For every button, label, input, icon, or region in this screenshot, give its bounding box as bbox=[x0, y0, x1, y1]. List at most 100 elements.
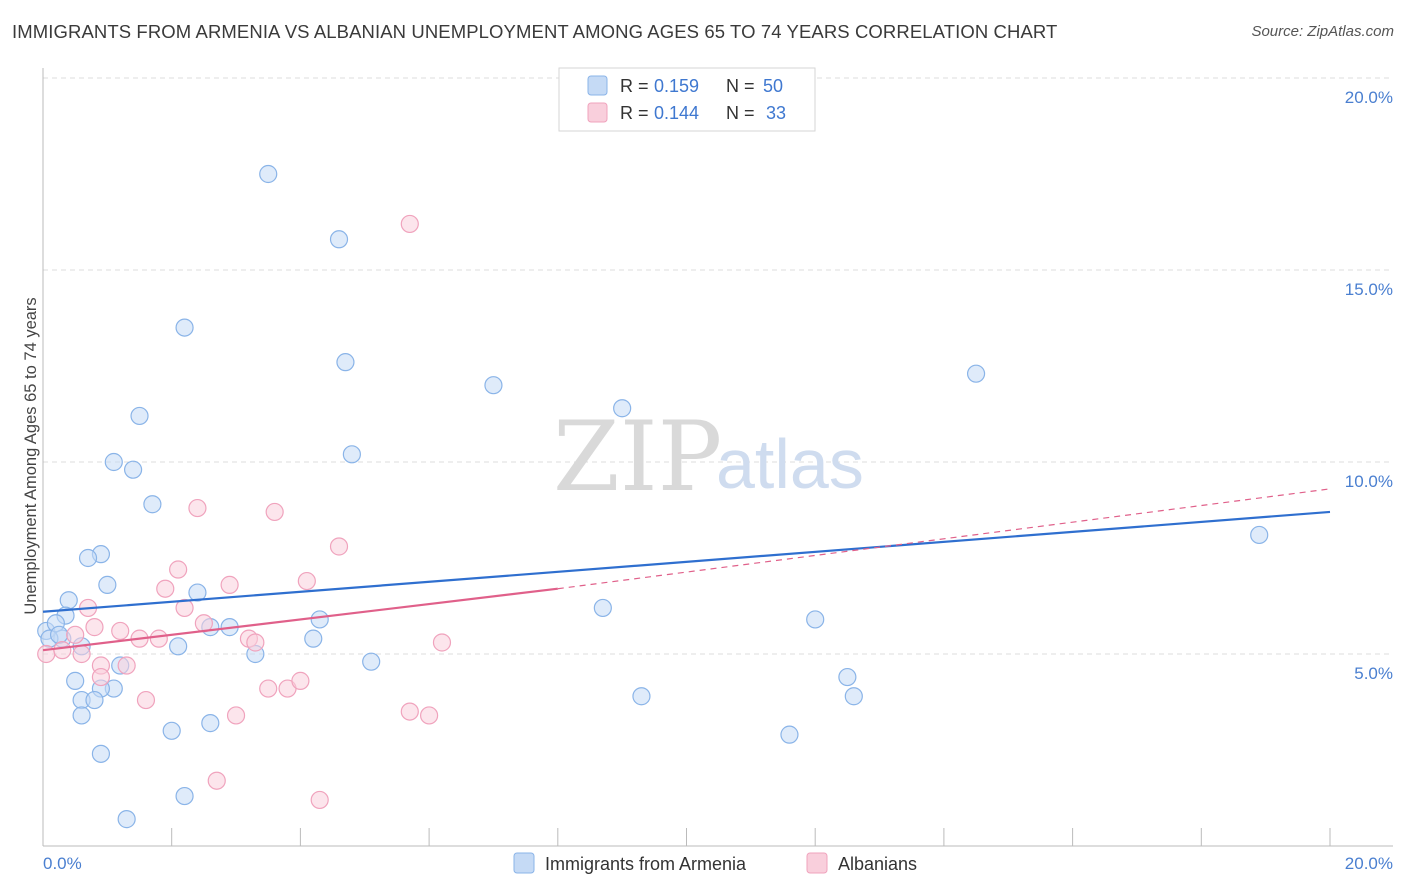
albanians-point-12 bbox=[111, 621, 130, 641]
albanians-point-30 bbox=[420, 706, 439, 725]
watermark-zip: ZIP bbox=[553, 401, 722, 513]
y-axis-title: Unemployment Among Ages 65 to 74 years bbox=[22, 297, 40, 614]
legend-r-label-albanians: R = bbox=[620, 103, 649, 123]
y-tick-labels: 5.0% 10.0% 15.0% 20.0% bbox=[1345, 88, 1393, 683]
albanians-point-21 bbox=[72, 644, 91, 664]
albanians-point-9 bbox=[175, 598, 194, 618]
armenia-point-9 bbox=[123, 460, 143, 479]
armenia-point-15 bbox=[98, 575, 117, 594]
armenia-point-34 bbox=[838, 667, 857, 687]
albanians-point-27 bbox=[291, 671, 310, 690]
armenia-point-41 bbox=[72, 706, 91, 725]
legend-n-value-albanians: 33 bbox=[766, 103, 786, 123]
armenia-point-18 bbox=[593, 598, 612, 618]
armenia-point-29 bbox=[169, 637, 188, 656]
armenia-point-12 bbox=[1250, 525, 1269, 545]
albanians-point-7 bbox=[220, 575, 239, 594]
albanians-point-2 bbox=[265, 502, 284, 522]
armenia-point-3 bbox=[336, 353, 355, 372]
y-tick-label-1: 10.0% bbox=[1345, 472, 1393, 491]
legend-swatch-albanians bbox=[587, 102, 608, 123]
armenia-point-4 bbox=[484, 376, 503, 395]
legend-swatch-armenia bbox=[587, 75, 608, 96]
armenia-point-39 bbox=[632, 687, 651, 706]
armenia-point-42 bbox=[201, 714, 220, 733]
armenia-point-44 bbox=[780, 725, 799, 744]
albanians-point-1 bbox=[188, 498, 207, 518]
legend-n-label-albanians: N = bbox=[726, 103, 755, 123]
y-tick-label-3: 20.0% bbox=[1345, 88, 1393, 107]
armenia-point-7 bbox=[130, 406, 149, 426]
albanians-point-0 bbox=[400, 214, 419, 234]
data-points bbox=[37, 164, 1269, 829]
albanians-point-17 bbox=[246, 633, 265, 652]
armenia-point-28 bbox=[304, 629, 323, 648]
x-tick-max: 20.0% bbox=[1345, 854, 1393, 873]
y-tick-label-0: 5.0% bbox=[1354, 664, 1393, 683]
armenia-point-5 bbox=[613, 399, 632, 418]
albanians-point-33 bbox=[310, 790, 329, 810]
albanians-point-18 bbox=[432, 633, 452, 652]
armenia-point-16 bbox=[188, 583, 207, 602]
albanians-point-23 bbox=[117, 656, 136, 675]
armenia-point-43 bbox=[162, 721, 181, 740]
armenia-point-2 bbox=[175, 318, 194, 337]
armenia-point-14 bbox=[78, 548, 98, 568]
albanians-point-29 bbox=[400, 702, 419, 721]
armenia-point-8 bbox=[104, 452, 123, 472]
stats-legend: R = 0.159 N = 50 R = 0.144 N = 33 bbox=[558, 67, 816, 132]
legend-r-label-armenia: R = bbox=[620, 76, 649, 96]
chart-title: IMMIGRANTS FROM ARMENIA VS ALBANIAN UNEM… bbox=[12, 21, 1058, 42]
armenia-point-40 bbox=[844, 687, 863, 706]
armenia-point-10 bbox=[342, 445, 361, 464]
armenia-point-26 bbox=[310, 610, 329, 629]
armenia-point-49 bbox=[49, 625, 69, 644]
albanians-trend-line bbox=[42, 587, 558, 652]
armenia-point-11 bbox=[143, 495, 162, 514]
legend-n-label-armenia: N = bbox=[726, 76, 755, 96]
albanians-point-20 bbox=[53, 641, 72, 660]
x-tick-min: 0.0% bbox=[43, 854, 82, 873]
axes bbox=[42, 68, 1393, 847]
armenia-point-1 bbox=[329, 230, 349, 249]
albanians-point-5 bbox=[297, 571, 316, 591]
watermark-atlas: atlas bbox=[716, 425, 864, 503]
legend-r-value-albanians: 0.144 bbox=[654, 103, 699, 123]
grid-lines bbox=[43, 77, 1393, 655]
armenia-point-6 bbox=[966, 364, 986, 383]
armenia-point-38 bbox=[85, 690, 104, 710]
armenia-trend-line bbox=[42, 510, 1331, 613]
trend-lines bbox=[42, 488, 1331, 652]
armenia-point-0 bbox=[259, 164, 278, 184]
y-tick-label-2: 15.0% bbox=[1345, 280, 1393, 299]
albanians-point-6 bbox=[156, 579, 175, 598]
x-tick-labels: 0.0% 20.0% bbox=[43, 854, 1393, 873]
armenia-point-45 bbox=[91, 744, 111, 763]
armenia-point-46 bbox=[175, 786, 194, 806]
armenia-point-47 bbox=[117, 810, 136, 829]
bottom-legend-label-albanians: Albanians bbox=[838, 854, 917, 874]
albanians-point-32 bbox=[207, 771, 226, 790]
albanians-point-4 bbox=[169, 560, 188, 579]
bottom-legend-label-armenia: Immigrants from Armenia bbox=[545, 854, 747, 874]
series-legend: Immigrants from Armenia Albanians bbox=[513, 852, 917, 874]
albanians-trend-extension bbox=[557, 488, 1331, 590]
albanians-point-28 bbox=[136, 690, 156, 710]
albanians-point-13 bbox=[66, 625, 85, 644]
armenia-point-17 bbox=[59, 591, 78, 610]
albanians-point-31 bbox=[226, 706, 246, 725]
albanians-point-11 bbox=[85, 618, 104, 637]
bottom-legend-swatch-albanians bbox=[806, 852, 828, 874]
armenia-point-33 bbox=[66, 671, 85, 690]
legend-r-value-armenia: 0.159 bbox=[654, 76, 699, 96]
albanians-point-3 bbox=[329, 537, 349, 556]
watermark: ZIP atlas bbox=[553, 401, 864, 513]
armenia-point-27 bbox=[806, 610, 825, 629]
bottom-legend-swatch-armenia bbox=[513, 852, 535, 874]
armenia-point-32 bbox=[362, 652, 381, 671]
albanians-point-24 bbox=[91, 667, 111, 687]
legend-n-value-armenia: 50 bbox=[763, 76, 783, 96]
albanians-point-25 bbox=[259, 679, 278, 698]
source-label: Source: ZipAtlas.com bbox=[1251, 23, 1394, 40]
